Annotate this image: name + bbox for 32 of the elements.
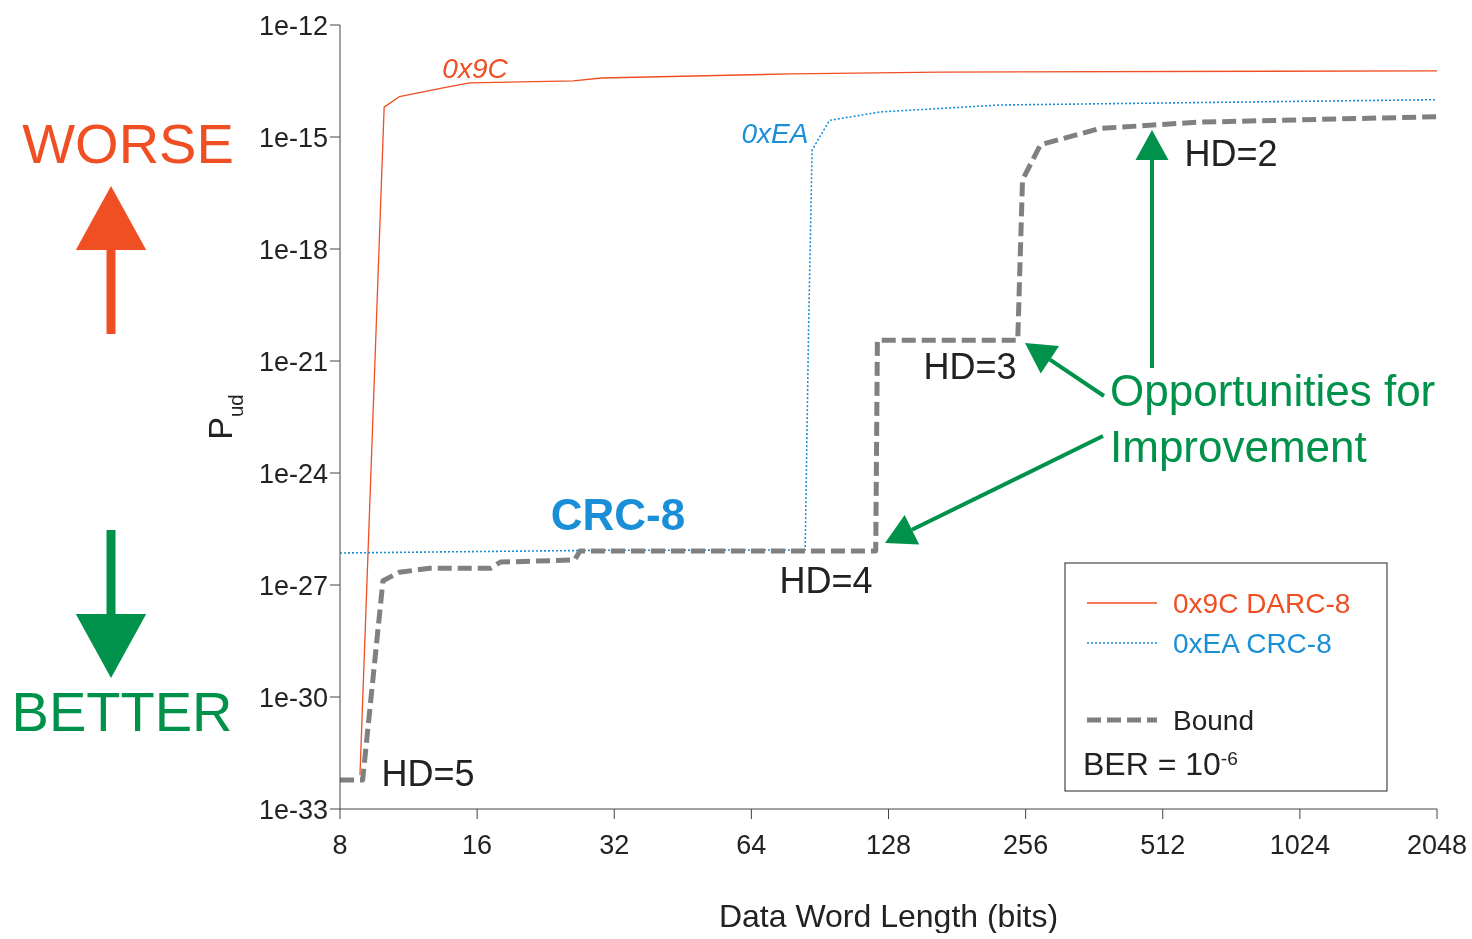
x-tick-label: 8 <box>332 830 348 861</box>
annotation: BER = 10$^{-6}$ <box>1083 746 1238 782</box>
y-tick-label: 1e-12 <box>258 10 328 41</box>
y-tick-label: 1e-21 <box>258 346 328 377</box>
legend-label: 0xEA CRC-8 <box>1173 627 1332 659</box>
y-tick-label: 1e-27 <box>258 570 328 601</box>
annotation: HD=5 <box>381 752 475 794</box>
x-tick-label: 64 <box>736 830 767 861</box>
annotation: Opportunities for Improvement <box>1110 366 1436 471</box>
y-tick-label: 1e-15 <box>258 122 328 153</box>
x-tick-label: 2048 <box>1406 830 1468 861</box>
y-tick-label: 1e-33 <box>258 794 328 825</box>
x-axis-title: Data Word Length (bits) <box>718 898 1059 934</box>
annotation: HD=2 <box>1184 132 1278 174</box>
x-tick-label: 512 <box>1140 830 1186 861</box>
x-tick-label: 128 <box>865 830 912 861</box>
annotation: HD=4 <box>779 559 873 601</box>
annotation: CRC-8 <box>550 489 686 539</box>
text: BETTER <box>11 679 233 743</box>
x-tick-label: 1024 <box>1269 830 1330 861</box>
y-tick-label: 1e-30 <box>258 682 328 713</box>
y-tick-label: 1e-24 <box>258 458 328 489</box>
x-tick-label: 256 <box>1003 830 1049 861</box>
text: WORSE <box>22 111 234 175</box>
x-tick-label: 16 <box>462 830 493 861</box>
legend-label: Bound <box>1173 704 1254 736</box>
legend-label: 0x9C DARC-8 <box>1173 587 1351 619</box>
y-tick-label: 1e-18 <box>258 234 328 265</box>
annotation: 0xEA <box>741 117 809 149</box>
annotation: 0x9C <box>442 52 509 84</box>
x-tick-label: 32 <box>599 830 630 861</box>
annotation: HD=3 <box>923 345 1017 387</box>
